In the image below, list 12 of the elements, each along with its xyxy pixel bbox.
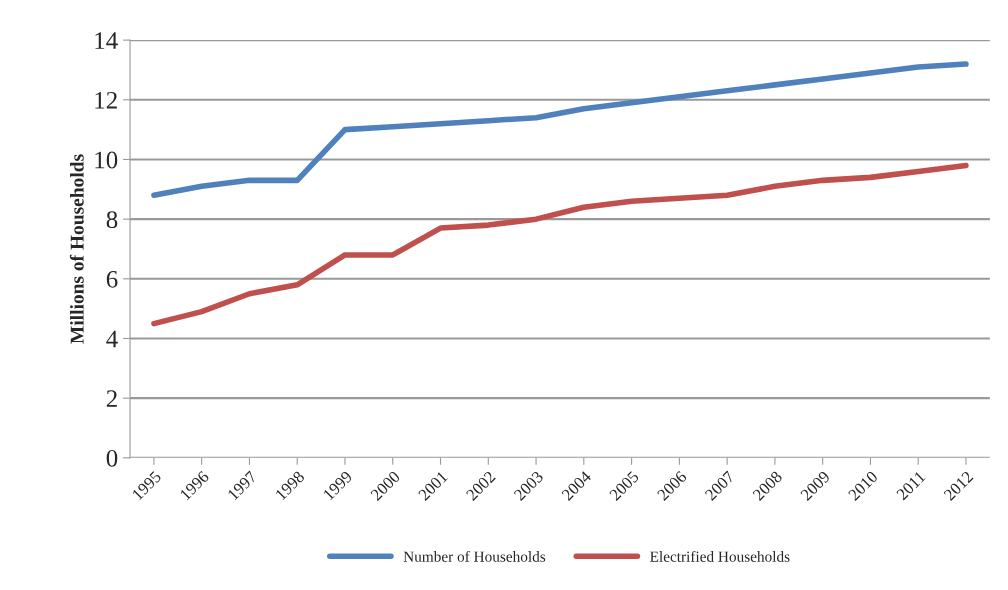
y-tick-label: 8 (106, 211, 118, 229)
y-tick-label: 0 (106, 449, 118, 467)
x-tick-label: 1999 (322, 470, 353, 501)
y-tick-label: 6 (106, 270, 118, 288)
y-tick-label: 4 (106, 330, 118, 348)
y-axis-title: Millions of Households (69, 154, 84, 344)
y-tick-label: 2 (106, 390, 117, 407)
y-tick-label: 12 (95, 91, 117, 109)
legend-label: Electrified Households (650, 550, 790, 562)
y-tick-label: 14 (95, 32, 118, 49)
legend-label: Number of Households (403, 550, 546, 562)
y-tick-label: 10 (95, 151, 118, 169)
